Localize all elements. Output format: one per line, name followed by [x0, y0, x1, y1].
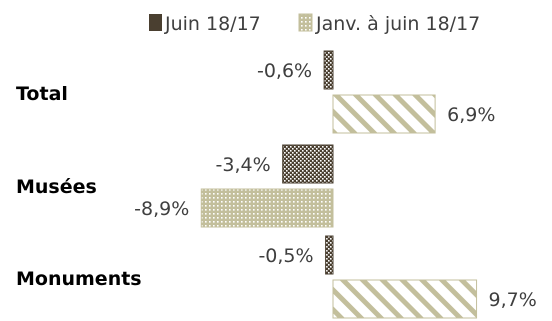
value-label-musees-janv-juin: -8,9%	[134, 198, 189, 220]
legend-swatch-juin	[149, 14, 162, 31]
bar-monuments-juin	[325, 235, 334, 275]
value-label-monuments-juin: -0,5%	[258, 245, 313, 267]
value-label-monuments-janv-juin: 9,7%	[489, 289, 537, 311]
category-label-monuments: Monuments	[16, 268, 142, 290]
legend: Juin 18/17 Janv. à juin 18/17	[149, 13, 480, 35]
legend-label-janv-juin: Janv. à juin 18/17	[315, 13, 480, 35]
value-label-total-juin: -0,6%	[257, 60, 312, 82]
bar-musees-juin	[282, 144, 334, 184]
category-label-musees: Musées	[16, 176, 97, 198]
legend-label-juin: Juin 18/17	[164, 13, 261, 35]
category-label-total: Total	[16, 83, 68, 105]
value-label-musees-juin: -3,4%	[216, 154, 271, 176]
bar-total-juin	[323, 50, 334, 90]
value-label-total-janv-juin: 6,9%	[447, 104, 495, 126]
bar-monuments-janv-juin	[332, 279, 478, 319]
bar-total-janv-juin	[332, 94, 436, 134]
legend-swatch-janv-juin	[298, 13, 313, 32]
bar-musees-janv-juin	[200, 188, 334, 228]
